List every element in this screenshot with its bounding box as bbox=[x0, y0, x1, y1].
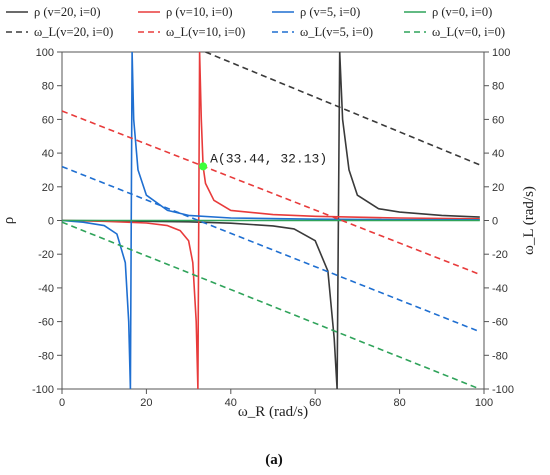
y-left-tick-label: 80 bbox=[42, 81, 54, 93]
legend-label-2: ρ (v=5, i=0) bbox=[300, 5, 360, 19]
y-right-tick-label: 80 bbox=[492, 81, 504, 93]
axes: 0 20 40 60 80 100-100 -100-80 -80-60 -60-40 -40-2… bbox=[32, 47, 514, 409]
x-tick-label: 0 bbox=[59, 397, 65, 409]
y-left-tick-label: 0 bbox=[48, 216, 54, 228]
x-tick-label: 60 bbox=[309, 397, 321, 409]
y-left-tick-label: -60 bbox=[38, 317, 54, 329]
figure-caption: (a) bbox=[265, 452, 283, 468]
y-right-tick-label: -40 bbox=[492, 283, 508, 295]
annotation-point bbox=[199, 162, 208, 171]
y-right-axis-title: ω_L (rad/s) bbox=[521, 186, 537, 255]
series-line-1 bbox=[62, 52, 480, 389]
legend: ρ (v=20, i=0) ρ (v=10, i=0) ρ (v=5, i=0) ρ … bbox=[6, 5, 505, 39]
legend-label-3: ρ (v=0, i=0) bbox=[432, 5, 492, 19]
series-line-7 bbox=[62, 221, 481, 389]
y-right-tick-label: 60 bbox=[492, 114, 504, 126]
y-right-tick-label: 0 bbox=[492, 216, 498, 228]
legend-label-4: ω_L(v=20, i=0) bbox=[34, 25, 113, 39]
series-line-5 bbox=[62, 110, 481, 276]
y-left-tick-label: -40 bbox=[38, 283, 54, 295]
annotation-layer: A(33.44, 32.13) bbox=[199, 151, 327, 171]
legend-label-6: ω_L(v=5, i=0) bbox=[300, 25, 373, 39]
x-tick-label: 80 bbox=[393, 397, 405, 409]
y-right-tick-label: 40 bbox=[492, 148, 504, 160]
y-left-tick-label: -20 bbox=[38, 249, 54, 261]
series-line-6 bbox=[62, 165, 481, 333]
y-right-tick-label: -80 bbox=[492, 350, 508, 362]
y-right-tick-label: 100 bbox=[492, 47, 510, 59]
x-tick-label: 40 bbox=[225, 397, 237, 409]
y-left-tick-label: -100 bbox=[32, 384, 54, 396]
annotation-label: A(33.44, 32.13) bbox=[210, 151, 327, 166]
series-line-0 bbox=[62, 52, 480, 389]
y-left-tick-label: 40 bbox=[42, 148, 54, 160]
series-group bbox=[62, 52, 481, 389]
legend-label-7: ω_L(v=0, i=0) bbox=[432, 25, 505, 39]
y-left-tick-label: 100 bbox=[36, 47, 54, 59]
y-right-tick-label: 20 bbox=[492, 182, 504, 194]
y-right-tick-label: -100 bbox=[492, 384, 514, 396]
y-right-tick-label: -20 bbox=[492, 249, 508, 261]
legend-label-5: ω_L(v=10, i=0) bbox=[166, 25, 245, 39]
legend-label-1: ρ (v=10, i=0) bbox=[166, 5, 233, 19]
y-left-tick-label: 60 bbox=[42, 114, 54, 126]
axis-labels: ω_R (rad/s) ρ ω_L (rad/s) (a) bbox=[1, 186, 537, 468]
x-axis-title: ω_R (rad/s) bbox=[238, 404, 308, 420]
x-tick-label: 20 bbox=[140, 397, 152, 409]
y-right-tick-label: -60 bbox=[492, 317, 508, 329]
series-line-2 bbox=[62, 52, 480, 389]
legend-label-0: ρ (v=20, i=0) bbox=[34, 5, 101, 19]
y-left-tick-label: -80 bbox=[38, 350, 54, 362]
y-left-axis-title: ρ bbox=[1, 217, 17, 225]
x-tick-label: 100 bbox=[475, 397, 493, 409]
series-layer bbox=[62, 52, 481, 389]
y-left-tick-label: 20 bbox=[42, 182, 54, 194]
